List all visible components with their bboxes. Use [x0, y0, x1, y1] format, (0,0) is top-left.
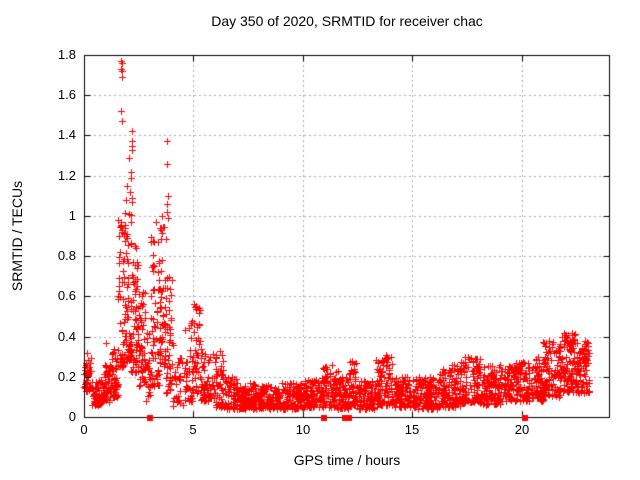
y-tick-label: 1.4 — [57, 127, 76, 142]
y-tick-label: 0.6 — [57, 288, 76, 303]
y-tick-label: 1.6 — [57, 87, 76, 102]
y-tick-label: 1 — [68, 208, 76, 223]
y-tick-label: 0 — [68, 409, 76, 424]
x-tick-label: 20 — [514, 422, 530, 437]
x-tick-label: 15 — [404, 422, 420, 437]
y-tick-label: 0.4 — [57, 329, 76, 344]
y-tick-label: 0.2 — [57, 369, 76, 384]
x-tick-label: 5 — [189, 422, 197, 437]
y-tick-label: 1.2 — [57, 168, 76, 183]
y-axis-label: SRMTID / TECUs — [9, 180, 25, 292]
x-tick-label: 10 — [295, 422, 311, 437]
x-axis-label: GPS time / hours — [293, 452, 401, 468]
y-tick-label: 1.8 — [57, 47, 76, 62]
y-tick-label: 0.8 — [57, 248, 76, 263]
chart-title: Day 350 of 2020, SRMTID for receiver cha… — [211, 13, 483, 29]
x-tick-label: 0 — [80, 422, 88, 437]
